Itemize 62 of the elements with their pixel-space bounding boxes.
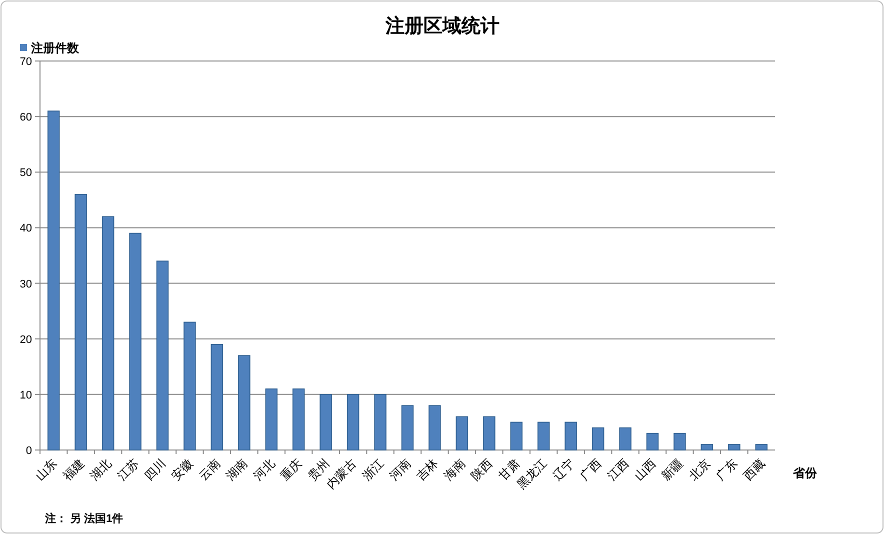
x-tick-label: 新疆 bbox=[658, 456, 686, 484]
x-tick-label: 辽宁 bbox=[550, 456, 577, 484]
chart-title: 注册区域统计 bbox=[384, 15, 500, 37]
x-tick-label: 重庆 bbox=[278, 456, 305, 484]
bar bbox=[564, 422, 577, 450]
x-tick-label: 江苏 bbox=[114, 456, 142, 484]
bar bbox=[238, 355, 250, 450]
x-tick-label: 山东 bbox=[32, 456, 60, 484]
x-tick-label: 吉林 bbox=[414, 456, 441, 484]
x-tick-label: 云南 bbox=[196, 456, 224, 484]
x-tick-label: 安徽 bbox=[168, 456, 196, 484]
bar bbox=[374, 394, 386, 450]
x-tick-label: 江西 bbox=[604, 456, 632, 484]
x-tick-label: 四川 bbox=[142, 456, 169, 484]
bar bbox=[129, 232, 142, 450]
y-tick-label: 30 bbox=[20, 278, 32, 290]
bar bbox=[102, 216, 114, 450]
y-tick-label: 10 bbox=[20, 389, 32, 402]
bar bbox=[510, 422, 523, 450]
bar bbox=[265, 388, 278, 450]
y-tick-label: 50 bbox=[20, 167, 32, 180]
text: 注： 另 法国1件 bbox=[44, 512, 124, 525]
y-tick-label: 40 bbox=[20, 222, 32, 235]
x-axis-title: 省份 bbox=[792, 466, 818, 480]
x-tick-label: 广东 bbox=[713, 456, 740, 484]
x-tick-label: 浙江 bbox=[360, 456, 386, 484]
bar bbox=[292, 388, 305, 450]
bar bbox=[184, 322, 196, 450]
x-tick-label: 北京 bbox=[686, 456, 714, 484]
x-tick-label: 河北 bbox=[250, 456, 278, 484]
bar bbox=[755, 444, 768, 450]
x-tick-label: 湖南 bbox=[223, 456, 250, 484]
x-tick-label: 河南 bbox=[386, 456, 414, 484]
bar bbox=[428, 405, 441, 450]
x-tick-label: 湖北 bbox=[87, 456, 114, 484]
y-tick-label: 20 bbox=[20, 334, 32, 346]
x-tick-label: 山西 bbox=[632, 456, 659, 484]
x-tick-label: 陕西 bbox=[468, 456, 496, 484]
bar bbox=[646, 432, 659, 450]
x-tick-label: 海南 bbox=[441, 456, 468, 484]
y-tick-label: 70 bbox=[20, 56, 32, 68]
bar bbox=[674, 432, 686, 450]
bar bbox=[592, 427, 604, 450]
bar bbox=[537, 422, 550, 450]
bar bbox=[346, 394, 360, 450]
x-tick-label: 广西 bbox=[577, 456, 604, 484]
bar bbox=[483, 416, 496, 450]
y-tick-label: 60 bbox=[20, 112, 32, 124]
bar bbox=[619, 427, 632, 450]
x-tick-label: 福建 bbox=[60, 456, 87, 484]
bar bbox=[210, 344, 224, 450]
legend-label: 注册件数 bbox=[30, 41, 80, 55]
bar bbox=[47, 110, 60, 450]
bar bbox=[74, 194, 87, 450]
bar bbox=[700, 444, 714, 450]
bar bbox=[320, 394, 332, 450]
bar bbox=[728, 444, 740, 450]
bar bbox=[401, 405, 414, 450]
bar bbox=[156, 260, 169, 450]
x-tick-label: 西藏 bbox=[740, 456, 768, 484]
y-tick-label: 0 bbox=[26, 445, 32, 457]
bar bbox=[456, 416, 468, 450]
